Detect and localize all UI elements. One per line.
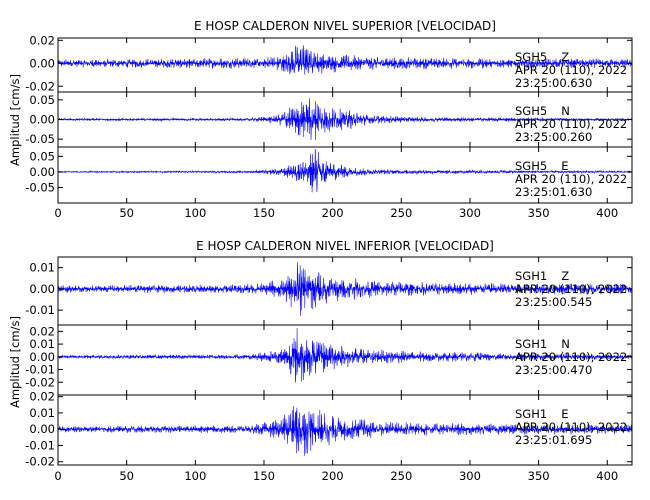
station-code: SGH1 — [515, 337, 547, 351]
waveform-trace — [57, 328, 633, 383]
record-time: 23:25:00.545 — [515, 295, 592, 309]
y-tick-label: 0.00 — [29, 56, 55, 70]
station-name: SGH5 E — [515, 159, 568, 173]
y-tick-label: 0.00 — [29, 422, 55, 436]
y-tick-label: -0.01 — [25, 438, 55, 452]
y-tick-label: 0.00 — [29, 350, 55, 364]
component-code: E — [561, 407, 568, 421]
waveform-trace — [57, 148, 633, 193]
y-tick-label: 0.00 — [29, 165, 55, 179]
y-tick-label: 0.02 — [29, 324, 55, 338]
component-code: N — [561, 104, 570, 118]
x-tick-label: 400 — [596, 206, 618, 220]
station-name: SGH5 Z — [515, 50, 569, 64]
chart-title: E HOSP CALDERON NIVEL SUPERIOR [VELOCIDA… — [194, 19, 496, 33]
component-code: E — [561, 159, 568, 173]
record-time: 23:25:00.630 — [515, 76, 592, 90]
x-tick-label: 100 — [184, 469, 206, 483]
record-date: APR 20 (110), 2022 — [515, 63, 627, 77]
y-tick-label: -0.02 — [25, 455, 55, 469]
y-axis-label: Amplitud [cm/s] — [8, 74, 22, 166]
y-tick-label: -0.01 — [25, 363, 55, 377]
x-tick-label: 250 — [390, 206, 412, 220]
x-tick-label: 250 — [390, 469, 412, 483]
x-tick-label: 150 — [253, 206, 275, 220]
y-tick-label: 0.02 — [29, 33, 55, 47]
record-time: 23:25:00.470 — [515, 363, 592, 377]
waveform-trace — [57, 405, 633, 456]
waveform-trace — [57, 45, 633, 75]
station-name: SGH1 N — [515, 337, 570, 351]
y-tick-label: -0.05 — [25, 132, 55, 146]
record-date: APR 20 (110), 2022 — [515, 117, 627, 131]
x-tick-label: 350 — [528, 469, 550, 483]
y-tick-label: 0.00 — [29, 282, 55, 296]
station-name: SGH5 N — [515, 104, 570, 118]
record-time: 23:25:00.260 — [515, 130, 592, 144]
x-tick-label: 0 — [54, 469, 61, 483]
panel-frame — [57, 394, 633, 466]
station-name: SGH1 Z — [515, 269, 569, 283]
x-tick-label: 300 — [459, 469, 481, 483]
y-tick-label: -0.02 — [25, 375, 55, 389]
y-tick-label: -0.02 — [25, 79, 55, 93]
station-code: SGH1 — [515, 269, 547, 283]
record-date: APR 20 (110), 2022 — [515, 420, 627, 434]
station-code: SGH5 — [515, 50, 547, 64]
waveform-trace — [57, 98, 633, 140]
x-tick-label: 350 — [528, 206, 550, 220]
x-tick-label: 50 — [119, 206, 134, 220]
y-tick-label: 0.00 — [29, 113, 55, 127]
x-tick-label: 100 — [184, 206, 206, 220]
x-tick-label: 0 — [54, 206, 61, 220]
waveform-trace — [57, 262, 633, 316]
record-time: 23:25:01.630 — [515, 185, 592, 199]
x-tick-label: 300 — [459, 206, 481, 220]
station-name: SGH1 E — [515, 407, 568, 421]
x-tick-label: 150 — [253, 469, 275, 483]
record-time: 23:25:01.695 — [515, 433, 592, 447]
record-date: APR 20 (110), 2022 — [515, 350, 627, 364]
y-axis-label: Amplitud [cm/s] — [8, 316, 22, 408]
y-tick-label: 0.05 — [29, 93, 55, 107]
chart-title: E HOSP CALDERON NIVEL INFERIOR [VELOCIDA… — [196, 239, 494, 253]
station-code: SGH5 — [515, 104, 547, 118]
panel-frame — [57, 146, 633, 204]
x-tick-label: 50 — [119, 469, 134, 483]
x-tick-label: 400 — [596, 469, 618, 483]
record-date: APR 20 (110), 2022 — [515, 282, 627, 296]
x-tick-label: 200 — [322, 206, 344, 220]
y-tick-label: 0.01 — [29, 261, 55, 275]
y-tick-label: -0.05 — [25, 180, 55, 194]
y-tick-label: 0.05 — [29, 149, 55, 163]
x-tick-label: 200 — [322, 469, 344, 483]
station-code: SGH1 — [515, 407, 547, 421]
y-tick-label: 0.01 — [29, 406, 55, 420]
component-code: Z — [561, 50, 569, 64]
record-date: APR 20 (110), 2022 — [515, 172, 627, 186]
y-tick-label: 0.02 — [29, 390, 55, 404]
component-code: Z — [561, 269, 569, 283]
station-code: SGH5 — [515, 159, 547, 173]
y-tick-label: 0.01 — [29, 337, 55, 351]
component-code: N — [561, 337, 570, 351]
y-tick-label: -0.01 — [25, 303, 55, 317]
